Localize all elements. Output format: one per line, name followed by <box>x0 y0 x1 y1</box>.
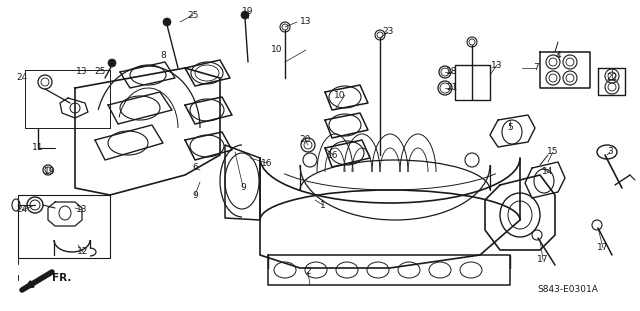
Text: 5: 5 <box>507 123 513 132</box>
Text: 25: 25 <box>188 11 198 20</box>
Text: 25: 25 <box>94 67 106 77</box>
Text: 9: 9 <box>192 191 198 199</box>
Text: 14: 14 <box>542 168 554 177</box>
Ellipse shape <box>108 59 116 67</box>
Text: 13: 13 <box>492 61 503 69</box>
Text: 18: 18 <box>446 67 458 77</box>
Text: FR.: FR. <box>52 273 72 283</box>
Text: 21: 21 <box>446 83 458 92</box>
Text: 17: 17 <box>597 244 609 253</box>
Text: 22: 22 <box>606 73 618 82</box>
Text: 17: 17 <box>537 256 548 264</box>
Text: 13: 13 <box>76 206 88 215</box>
Text: 4: 4 <box>555 50 561 59</box>
Text: 10: 10 <box>271 45 283 54</box>
Text: 10: 10 <box>334 91 346 100</box>
Text: 8: 8 <box>160 50 166 59</box>
Text: 16: 16 <box>261 159 273 168</box>
Ellipse shape <box>241 11 249 19</box>
Text: 15: 15 <box>547 147 559 156</box>
Text: 13: 13 <box>300 17 312 26</box>
Text: 24: 24 <box>17 73 28 82</box>
Text: 13: 13 <box>76 67 88 77</box>
Text: 7: 7 <box>533 63 539 72</box>
Text: 11: 11 <box>32 143 44 152</box>
Ellipse shape <box>163 18 171 26</box>
Text: 16: 16 <box>327 151 339 160</box>
Text: 20: 20 <box>300 136 310 145</box>
Text: 1: 1 <box>320 201 326 210</box>
Text: 9: 9 <box>240 183 246 192</box>
Text: 6: 6 <box>192 164 198 173</box>
Text: 19: 19 <box>44 168 56 177</box>
Text: 3: 3 <box>607 147 613 156</box>
Text: 23: 23 <box>382 27 394 36</box>
Text: 24: 24 <box>17 206 28 215</box>
Text: 12: 12 <box>77 248 89 257</box>
Text: 2: 2 <box>305 267 311 276</box>
Text: S843-E0301A: S843-E0301A <box>538 285 598 295</box>
Text: 19: 19 <box>243 7 253 16</box>
